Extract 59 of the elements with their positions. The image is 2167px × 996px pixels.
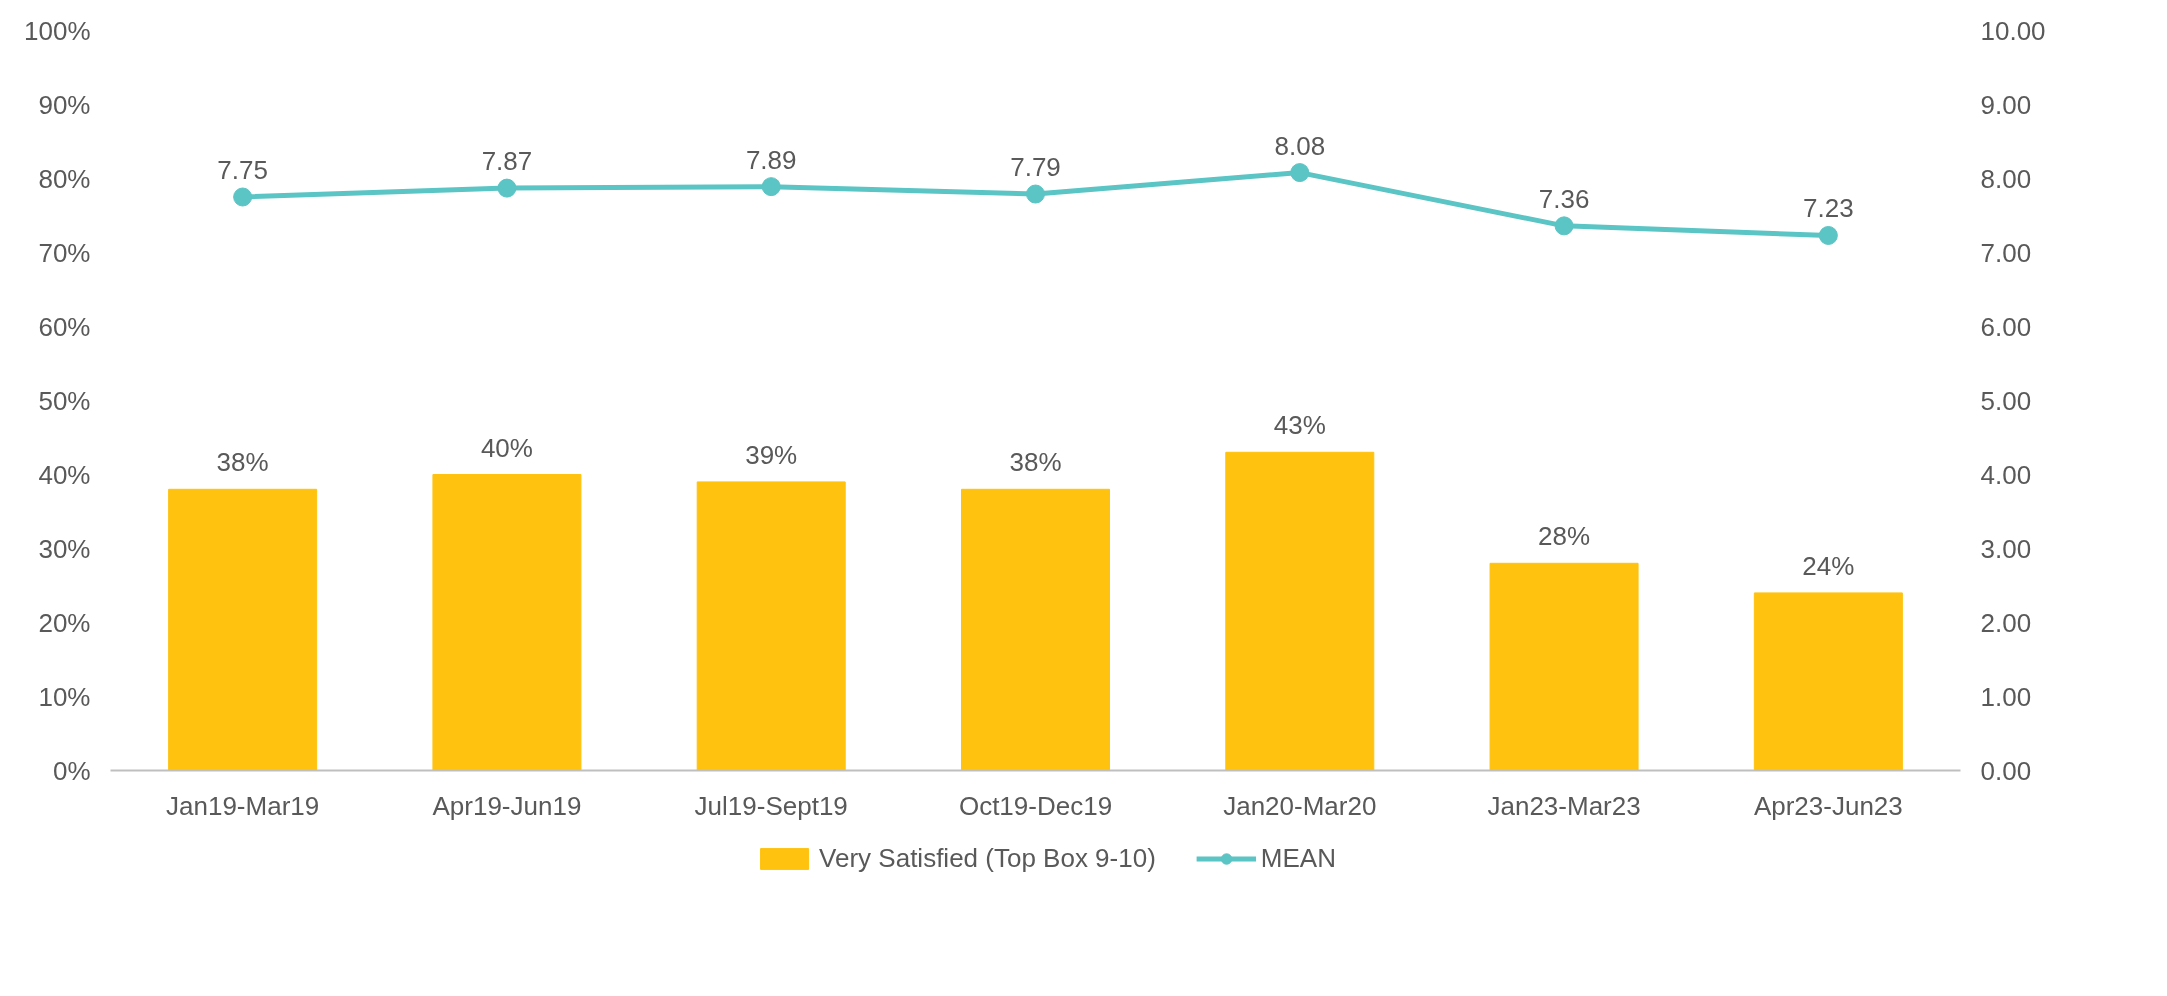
x-tick-label: Jul19-Sept19: [694, 790, 848, 821]
y-tick-label: 60%: [38, 311, 91, 342]
bar: [696, 481, 846, 771]
y-tick-label: 100%: [24, 15, 91, 46]
data-label: 39%: [745, 439, 798, 470]
point: [1290, 163, 1310, 183]
bar: [168, 488, 318, 771]
y-tick-label: 50%: [38, 385, 91, 416]
x-tick-label: Jan20-Mar20: [1223, 790, 1377, 821]
y2-tick-label: 2.00: [1980, 607, 2032, 638]
x-tick-label: Oct19-Dec19: [958, 790, 1113, 821]
data-label: 43%: [1273, 410, 1326, 441]
point: [1818, 226, 1838, 245]
bar: [1489, 562, 1639, 771]
y-tick-label: 70%: [38, 237, 91, 268]
data-label: 7.23: [1803, 193, 1854, 224]
bar: [1225, 451, 1375, 771]
bar: [1753, 592, 1903, 771]
data-label: 24%: [1802, 550, 1855, 581]
point: [761, 177, 781, 197]
y-tick-label: 10%: [38, 681, 91, 712]
legend-label: Very Satisfied (Top Box 9-10): [819, 842, 1156, 874]
data-label: 8.08: [1274, 130, 1326, 161]
y2-tick-label: 5.00: [1980, 385, 2032, 416]
x-tick-label: Jan19-Mar19: [166, 790, 320, 821]
point: [233, 187, 253, 207]
x-tick-label: Apr23-Jun23: [1753, 790, 1903, 821]
y-tick-label: 30%: [38, 533, 91, 564]
point: [497, 178, 517, 198]
y2-tick-label: 9.00: [1980, 89, 2032, 120]
y2-tick-label: 0.00: [1980, 755, 2032, 786]
bar: [432, 474, 582, 771]
data-label: 7.87: [481, 146, 533, 177]
data-label: 28%: [1538, 521, 1591, 552]
y2-tick-label: 4.00: [1980, 459, 2032, 490]
y2-tick-label: 8.00: [1980, 163, 2032, 194]
y2-tick-label: 10.00: [1980, 15, 2046, 46]
y2-tick-label: 7.00: [1980, 237, 2032, 268]
data-label: 7.79: [1010, 152, 1061, 183]
data-label: 7.75: [217, 155, 268, 185]
data-label: 7.89: [745, 144, 797, 175]
data-label: 38%: [1009, 447, 1062, 478]
y-tick-label: 40%: [38, 459, 91, 490]
data-label: 7.36: [1538, 183, 1590, 214]
y-tick-label: 0%: [52, 755, 91, 786]
y2-tick-label: 3.00: [1980, 533, 2032, 564]
data-label: 38%: [216, 447, 269, 478]
y2-tick-label: 6.00: [1980, 311, 2032, 342]
y-tick-label: 90%: [38, 89, 91, 120]
bar: [961, 488, 1110, 771]
y-tick-label: 80%: [38, 163, 91, 194]
y-tick-label: 20%: [38, 607, 91, 638]
point: [1026, 184, 1045, 204]
data-label: 40%: [480, 432, 533, 463]
legend-label: MEAN: [1260, 842, 1336, 874]
point: [1554, 216, 1574, 236]
y2-tick-label: 1.00: [1980, 681, 2032, 712]
x-tick-label: Jan23-Mar23: [1487, 790, 1641, 821]
x-tick-label: Apr19-Jun19: [432, 790, 582, 821]
